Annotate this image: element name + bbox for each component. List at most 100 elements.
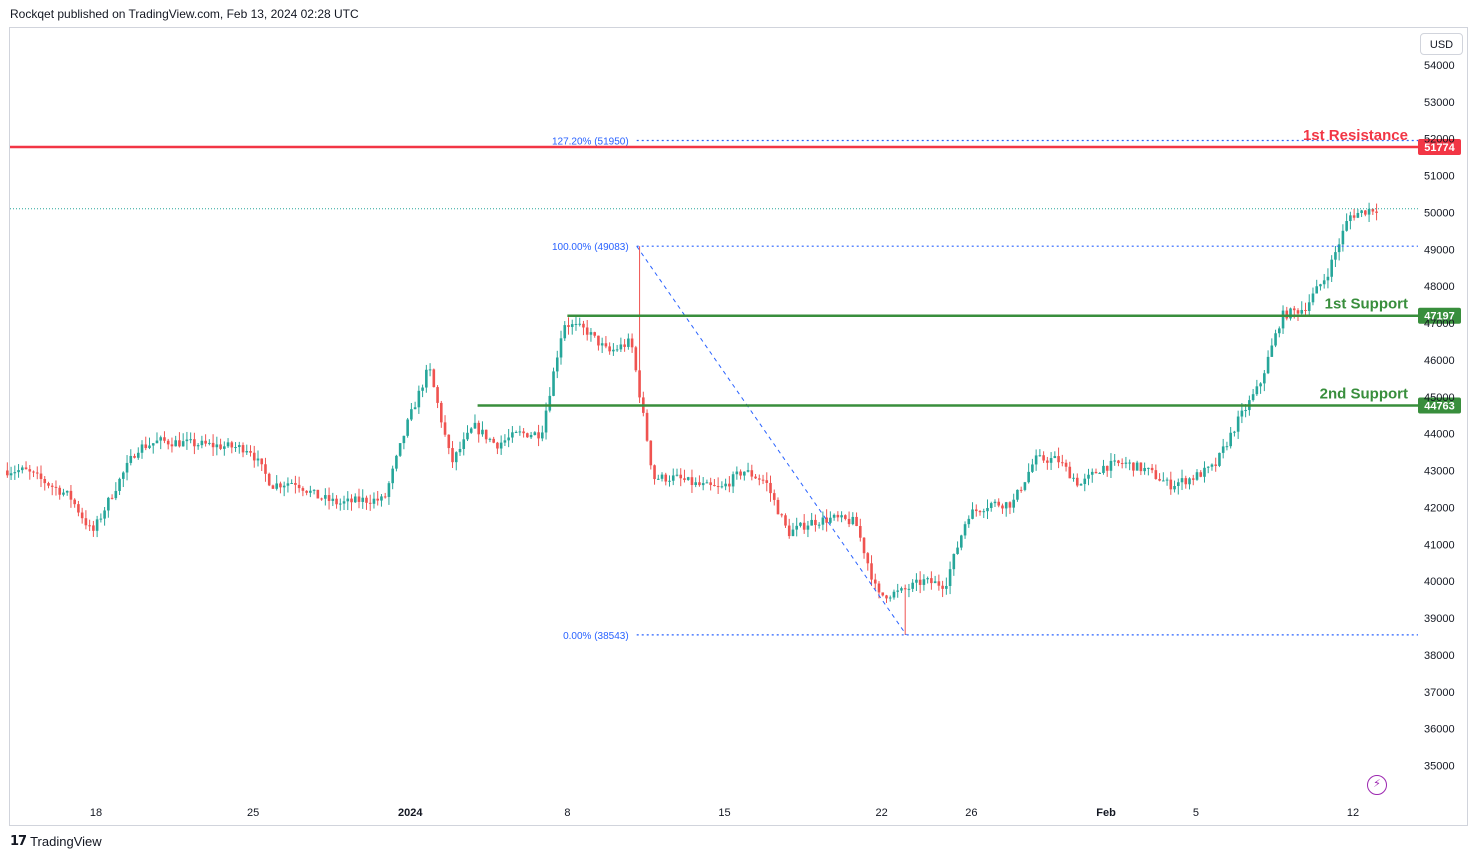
candle — [832, 513, 836, 521]
tradingview-footer[interactable]: 17 TradingView — [10, 834, 102, 849]
candle-body — [1120, 463, 1124, 465]
candle — [735, 466, 739, 480]
candle — [956, 541, 959, 555]
candle-body — [151, 443, 155, 446]
candle-body — [39, 473, 43, 480]
candle — [350, 494, 353, 511]
candle-body — [260, 458, 264, 465]
candle-body — [155, 440, 159, 444]
candle — [1105, 465, 1109, 477]
candle — [795, 517, 799, 537]
candle-body — [477, 422, 481, 435]
candle — [361, 489, 365, 509]
candle — [103, 507, 106, 526]
candle — [574, 316, 578, 331]
overlay-layer: 127.20% (51950) 100.00% (49083) 0.00% (385… — [10, 127, 1461, 642]
candle-body — [1158, 478, 1161, 481]
candle — [1225, 441, 1229, 451]
candle-body — [705, 482, 709, 484]
candle — [847, 511, 851, 528]
candle-body — [544, 410, 548, 433]
candle — [1072, 473, 1075, 482]
candle-body — [1169, 479, 1173, 490]
candle-body — [937, 581, 941, 586]
candle — [993, 499, 997, 507]
candle — [148, 437, 151, 450]
lightning-icon[interactable]: ⚡ — [1367, 775, 1387, 795]
y-tick-label: 44000 — [1424, 429, 1455, 441]
currency-button[interactable]: USD — [1420, 33, 1463, 55]
candle — [114, 482, 118, 501]
candle — [802, 514, 806, 534]
candle — [473, 414, 477, 429]
candle-body — [264, 464, 267, 474]
candle-body — [1244, 410, 1247, 412]
candle-body — [612, 349, 615, 352]
candle-body — [600, 343, 604, 346]
candle — [563, 321, 567, 341]
candle — [440, 400, 443, 428]
candle — [526, 432, 529, 438]
candle — [481, 421, 484, 437]
candle — [1019, 486, 1023, 493]
candle — [1087, 468, 1090, 486]
candle — [1364, 210, 1367, 217]
candle-body — [638, 370, 641, 398]
candle — [1004, 501, 1008, 517]
candle-body — [589, 332, 593, 335]
candle — [859, 518, 862, 542]
candle — [469, 427, 473, 434]
footer-brand: TradingView — [30, 834, 102, 849]
candle-body — [1128, 462, 1131, 464]
candle — [1360, 209, 1363, 218]
candle — [1304, 302, 1307, 315]
candle-body — [1090, 471, 1094, 475]
candle — [1135, 460, 1139, 471]
candle — [522, 428, 525, 438]
candle-body — [1184, 478, 1188, 485]
candle — [844, 514, 847, 521]
candle — [65, 490, 69, 496]
candle-body — [136, 452, 140, 458]
candle — [1371, 208, 1375, 215]
y-tick-label: 39000 — [1424, 613, 1455, 625]
candle — [1236, 410, 1240, 439]
candle — [660, 472, 664, 482]
candle-body — [713, 485, 716, 487]
candle-body — [1135, 462, 1139, 471]
candle-body — [275, 483, 278, 489]
y-tick-label: 37000 — [1424, 687, 1455, 699]
candle-body — [410, 409, 413, 420]
candle-body — [331, 498, 335, 501]
x-tick-label: 18 — [90, 807, 102, 819]
candle — [1330, 255, 1333, 283]
candle-body — [234, 447, 237, 449]
candle-body — [866, 553, 870, 564]
candle — [140, 440, 144, 459]
candle-body — [252, 452, 256, 461]
candle — [245, 444, 249, 455]
candle-body — [350, 498, 353, 503]
candle-body — [1304, 309, 1307, 311]
candle-body — [50, 485, 54, 487]
candle-body — [855, 516, 858, 527]
candle — [1124, 456, 1128, 469]
candle — [1180, 469, 1184, 491]
candle-body — [690, 477, 694, 486]
candle — [39, 465, 43, 488]
candle — [125, 455, 129, 481]
candle-body — [73, 499, 76, 505]
candle-body — [1240, 410, 1244, 417]
candle-body — [1326, 276, 1330, 281]
candle-body — [829, 517, 832, 523]
candle — [1120, 458, 1124, 469]
candle — [1319, 283, 1322, 291]
candle-body — [13, 472, 17, 474]
candle — [159, 435, 163, 450]
candle — [1263, 370, 1266, 392]
candle — [555, 350, 559, 379]
candle-body — [469, 428, 473, 433]
candle-body — [1214, 464, 1218, 466]
candle-body — [735, 471, 739, 475]
